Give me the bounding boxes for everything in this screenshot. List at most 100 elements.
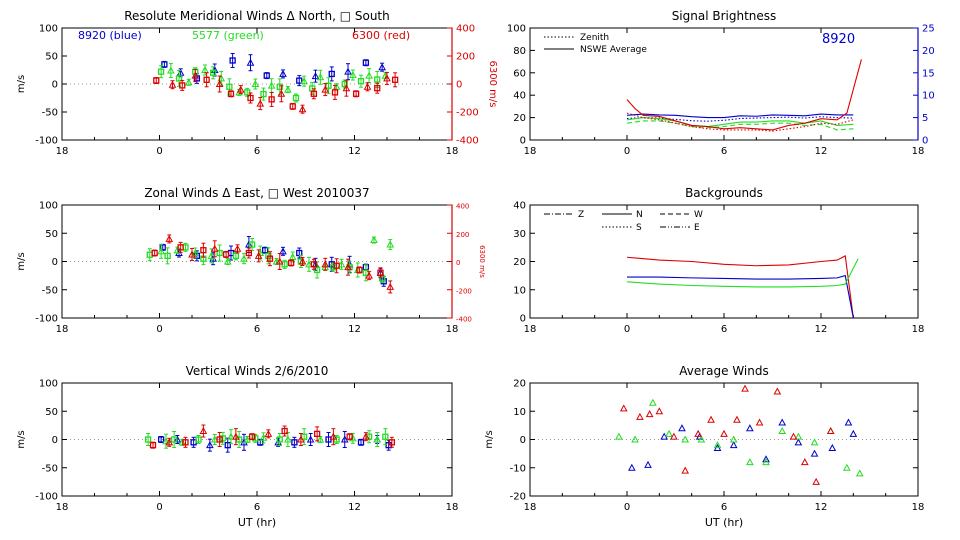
- data-point: [173, 435, 182, 443]
- data-point: [789, 432, 798, 440]
- data-point: [159, 244, 166, 251]
- data-point: [344, 263, 352, 271]
- data-point: [681, 435, 690, 443]
- data-point: [383, 74, 391, 82]
- y-tick-label: -50: [42, 463, 58, 474]
- data-point: [794, 432, 803, 440]
- data-point: [224, 441, 231, 449]
- data-point: [261, 247, 269, 254]
- y-tick-label: 100: [39, 24, 58, 35]
- chart-vertical: Vertical Winds 2/6/2010 18 0 6 12 18 UT (hr) 10…: [16, 364, 458, 529]
- x-tick-label: 12: [348, 502, 361, 513]
- data-point: [162, 437, 170, 445]
- data-point: [153, 77, 160, 84]
- data-point: [344, 67, 352, 75]
- data-point: [236, 85, 245, 93]
- data-point: [316, 435, 325, 443]
- data-point: [313, 430, 321, 438]
- data-point: [746, 458, 754, 466]
- series-line: [627, 274, 854, 319]
- data-point: [216, 249, 223, 257]
- data-point: [243, 435, 252, 443]
- data-point: [149, 441, 157, 449]
- y-tick-label: 10: [513, 285, 526, 296]
- data-point: [227, 90, 235, 97]
- chart-meridional: Resolute Meridional Winds Δ North, □ Sou…: [16, 9, 498, 157]
- data-point: [179, 82, 186, 89]
- y-tick-label: 20: [513, 257, 526, 268]
- series-line: [626, 120, 854, 131]
- chart-title: Average Winds: [679, 364, 769, 378]
- y-tick-label: 20: [513, 113, 526, 124]
- chart-title: Signal Brightness: [672, 9, 777, 23]
- x-tick-label: 0: [624, 324, 630, 335]
- data-point: [316, 73, 325, 81]
- data-point: [191, 248, 200, 257]
- data-point: [855, 469, 864, 477]
- data-point: [279, 247, 287, 255]
- y-axis-label: m/s: [16, 75, 27, 93]
- data-point: [256, 99, 265, 107]
- data-point: [636, 412, 644, 420]
- data-point: [200, 247, 207, 254]
- data-point: [266, 255, 274, 262]
- data-point: [374, 76, 381, 83]
- data-point: [812, 477, 820, 485]
- data-point: [248, 241, 256, 248]
- y2-axis-label: 6300 m/s: [487, 61, 498, 108]
- data-point: [649, 398, 657, 406]
- data-point: [357, 439, 365, 446]
- legend-entry: NSWE Average: [580, 45, 647, 55]
- data-point: [291, 439, 298, 446]
- data-point: [729, 441, 738, 449]
- data-point: [382, 433, 389, 440]
- y2-tick-label: 25: [922, 24, 935, 35]
- data-point: [346, 433, 353, 440]
- y2-tick-label: 0: [456, 80, 462, 91]
- data-point: [681, 466, 690, 474]
- series-line: [626, 258, 859, 288]
- data-point: [362, 269, 370, 276]
- data-point: [362, 432, 370, 440]
- data-point: [247, 94, 254, 102]
- y-tick-label: -50: [42, 108, 58, 119]
- data-point: [778, 418, 787, 426]
- data-point: [849, 429, 858, 437]
- data-point: [328, 70, 335, 78]
- legend-entry: S: [636, 223, 642, 233]
- data-point: [644, 460, 652, 468]
- data-point: [275, 257, 284, 265]
- legend-entry: W: [694, 210, 703, 220]
- y2-tick-label: -400: [456, 316, 472, 324]
- data-point: [199, 426, 208, 435]
- data-point: [268, 96, 275, 103]
- data-point: [694, 429, 702, 437]
- data-point: [298, 257, 307, 265]
- data-point: [227, 432, 235, 440]
- data-point: [337, 260, 346, 268]
- data-point: [209, 69, 217, 76]
- y-tick-label: -50: [42, 285, 58, 296]
- data-point: [259, 433, 268, 441]
- data-point: [292, 94, 300, 102]
- data-point: [810, 438, 819, 446]
- series-line: [626, 117, 854, 128]
- data-point: [161, 61, 168, 68]
- data-point: [287, 259, 295, 267]
- y-tick-label: 0: [52, 80, 58, 91]
- x-tick-label: 18: [56, 502, 69, 513]
- chart-average: Average Winds 18 0 6 12 18 UT (hr) 20 10 0 -10 -20 m…: [484, 364, 924, 529]
- y2-tick-label: 200: [456, 52, 475, 63]
- y-axis-label: m/s: [484, 430, 495, 448]
- data-point: [306, 435, 315, 443]
- data-point: [178, 438, 187, 446]
- data-point: [388, 439, 396, 446]
- chart-title: Backgrounds: [685, 186, 763, 200]
- y-tick-label: -100: [35, 314, 58, 325]
- data-point: [741, 384, 749, 392]
- x-tick-label: 18: [446, 502, 459, 513]
- data-point: [279, 69, 287, 77]
- y-tick-label: 0: [520, 314, 526, 325]
- signal-annotation: 8920: [822, 32, 855, 47]
